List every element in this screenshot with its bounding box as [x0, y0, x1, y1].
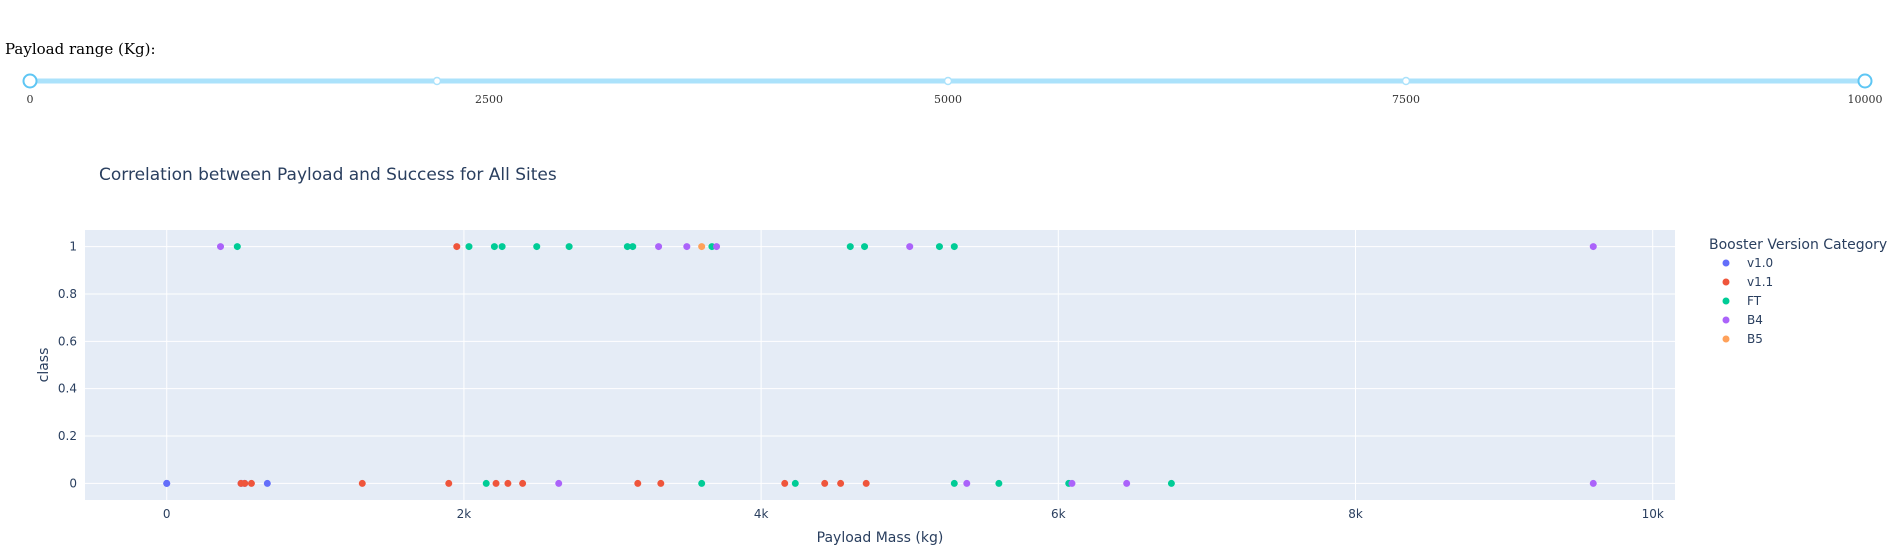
- data-point: [453, 243, 461, 251]
- data-point: [837, 479, 845, 487]
- data-point: [1589, 243, 1597, 251]
- y-tick-label: 0.6: [58, 334, 77, 348]
- legend-title: Booster Version Category: [1709, 237, 1887, 253]
- data-point: [655, 243, 663, 251]
- axis-ticks: 0 0.2 0.4 0.6 0.8 1 0 2k 4k 6k 8k 10k: [58, 240, 1664, 521]
- data-point: [565, 243, 573, 251]
- data-point: [482, 479, 490, 487]
- data-point: [233, 243, 241, 251]
- x-axis-label: Payload Mass (kg): [817, 530, 944, 546]
- data-point: [217, 243, 225, 251]
- data-point: [465, 243, 473, 251]
- y-axis-label: class: [36, 348, 52, 383]
- data-point: [519, 479, 527, 487]
- data-point: [781, 479, 789, 487]
- data-point: [846, 243, 854, 251]
- data-point: [1167, 479, 1175, 487]
- data-point: [629, 243, 637, 251]
- data-point: [263, 479, 271, 487]
- slider-dot: [432, 76, 442, 86]
- data-point: [358, 479, 366, 487]
- legend-label: v1.1: [1747, 275, 1773, 289]
- legend-marker: [1722, 297, 1730, 305]
- y-tick-label: 0.8: [58, 287, 77, 301]
- data-point: [241, 479, 249, 487]
- slider-mark: 5000: [934, 93, 962, 106]
- data-point: [713, 243, 721, 251]
- slider-handle-max[interactable]: [1857, 73, 1873, 89]
- x-tick-label: 6k: [1051, 507, 1066, 521]
- y-tick-label: 0: [69, 476, 77, 490]
- legend-marker: [1722, 335, 1730, 343]
- data-point: [241, 479, 249, 487]
- data-point: [995, 479, 1003, 487]
- slider-dot: [943, 76, 953, 86]
- data-point: [237, 479, 245, 487]
- y-tick-label: 1: [69, 240, 77, 254]
- y-tick-label: 0.4: [58, 382, 77, 396]
- data-point: [821, 479, 829, 487]
- data-points: [163, 243, 1597, 487]
- data-point: [247, 479, 255, 487]
- x-tick-label: 2k: [457, 507, 472, 521]
- legend-label: B4: [1747, 313, 1763, 327]
- legend-marker: [1722, 259, 1730, 267]
- data-point: [533, 243, 541, 251]
- data-point: [555, 479, 563, 487]
- grid: [85, 230, 1675, 500]
- chart-title: Correlation between Payload and Success …: [99, 165, 557, 185]
- data-point: [163, 479, 171, 487]
- slider-mark: 2500: [475, 93, 503, 106]
- data-point: [1065, 479, 1073, 487]
- data-point: [906, 243, 914, 251]
- data-point: [1589, 479, 1597, 487]
- data-point: [862, 479, 870, 487]
- legend-label: B5: [1747, 332, 1763, 346]
- data-point: [445, 479, 453, 487]
- data-point: [504, 479, 512, 487]
- data-point: [683, 243, 691, 251]
- legend-marker: [1722, 316, 1730, 324]
- slider-svg: 0 2500 5000 7500 10000: [22, 73, 1883, 106]
- slider-label: Payload range (Kg):: [5, 40, 156, 58]
- x-tick-label: 0: [163, 507, 171, 521]
- data-point: [698, 243, 706, 251]
- slider-mark: 10000: [1848, 93, 1883, 106]
- legend-label: FT: [1747, 294, 1762, 308]
- x-tick-label: 10k: [1642, 507, 1664, 521]
- slider-dot: [1401, 76, 1411, 86]
- data-point: [1068, 479, 1076, 487]
- data-point: [950, 479, 958, 487]
- data-point: [1123, 479, 1131, 487]
- slider-mark: 0: [27, 93, 34, 106]
- data-point: [498, 243, 506, 251]
- data-point: [623, 243, 631, 251]
- data-point: [698, 479, 706, 487]
- legend-marker: [1722, 278, 1730, 286]
- data-point: [237, 479, 245, 487]
- data-point: [634, 479, 642, 487]
- legend-label: v1.0: [1747, 256, 1773, 270]
- data-point: [791, 479, 799, 487]
- y-tick-label: 0.2: [58, 429, 77, 443]
- data-point: [657, 479, 665, 487]
- x-tick-label: 8k: [1348, 507, 1363, 521]
- data-point: [950, 243, 958, 251]
- payload-range-slider[interactable]: 0 2500 5000 7500 10000: [0, 60, 1892, 110]
- data-point: [861, 243, 869, 251]
- plot-area: [85, 230, 1675, 500]
- data-point: [490, 243, 498, 251]
- data-point: [935, 243, 943, 251]
- slider-handle-min[interactable]: [22, 73, 38, 89]
- x-tick-label: 4k: [754, 507, 769, 521]
- slider-mark: 7500: [1392, 93, 1420, 106]
- data-point: [963, 479, 971, 487]
- data-point: [492, 479, 500, 487]
- legend: v1.0 v1.1 FT B4 B5: [1722, 256, 1773, 346]
- data-point: [708, 243, 716, 251]
- data-point: [163, 479, 171, 487]
